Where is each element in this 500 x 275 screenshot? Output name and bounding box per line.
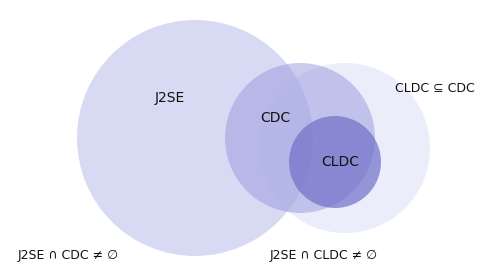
Text: CLDC: CLDC xyxy=(321,155,359,169)
Text: J2SE: J2SE xyxy=(155,91,185,105)
Text: J2SE ∩ CLDC ≠ ∅: J2SE ∩ CLDC ≠ ∅ xyxy=(270,249,378,263)
Text: CLDC ⊆ CDC: CLDC ⊆ CDC xyxy=(395,81,475,95)
Text: J2SE ∩ CDC ≠ ∅: J2SE ∩ CDC ≠ ∅ xyxy=(18,249,119,263)
Circle shape xyxy=(260,63,430,233)
Circle shape xyxy=(77,20,313,256)
Text: CDC: CDC xyxy=(260,111,290,125)
Circle shape xyxy=(289,116,381,208)
Circle shape xyxy=(225,63,375,213)
